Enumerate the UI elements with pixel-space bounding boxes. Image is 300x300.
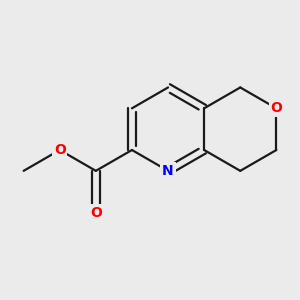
Text: O: O	[54, 143, 66, 157]
Text: O: O	[90, 206, 102, 220]
Text: N: N	[162, 164, 174, 178]
Text: O: O	[270, 101, 282, 115]
